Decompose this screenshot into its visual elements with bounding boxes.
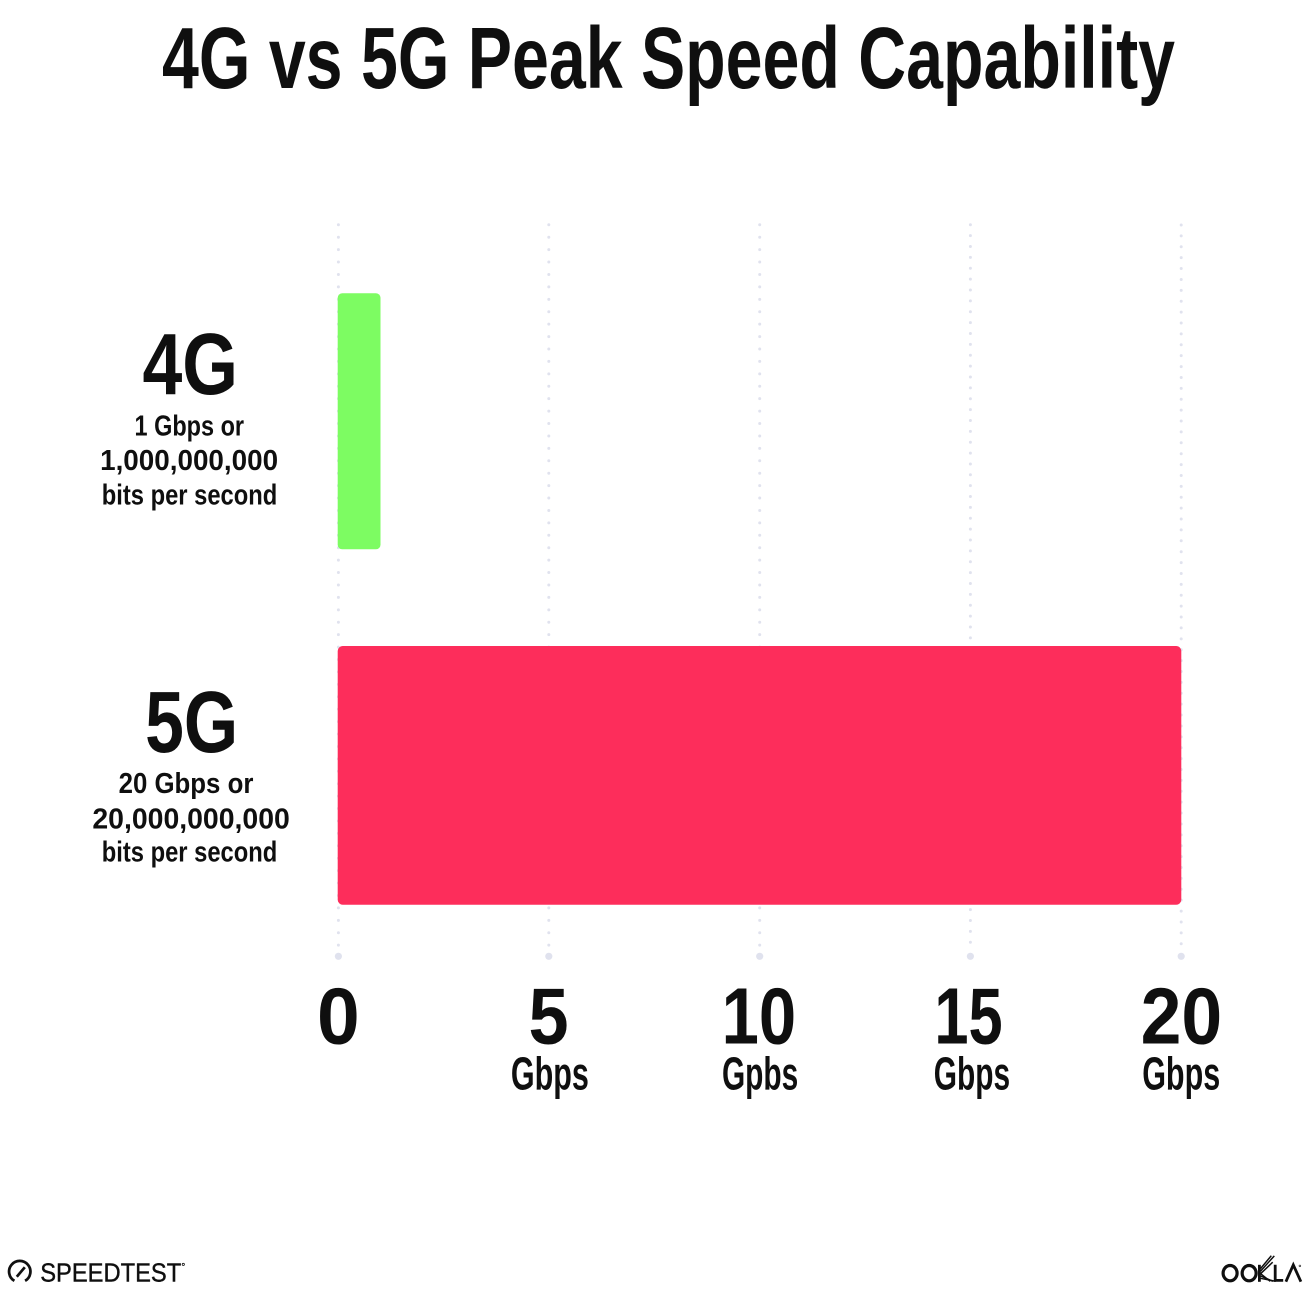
- svg-text:SPEEDTEST: SPEEDTEST: [40, 1257, 181, 1287]
- svg-text:4G vs 5G Peak Speed Capability: 4G vs 5G Peak Speed Capability: [162, 10, 1175, 107]
- svg-text:Gbps: Gbps: [934, 1048, 1010, 1100]
- svg-text:1,000,000,000: 1,000,000,000: [100, 445, 278, 477]
- svg-text:20 Gbps or: 20 Gbps or: [119, 768, 254, 800]
- svg-text:1 Gbps or: 1 Gbps or: [135, 410, 245, 442]
- svg-text:bits per second: bits per second: [102, 836, 278, 868]
- svg-text:15: 15: [934, 971, 1002, 1060]
- svg-text:5G: 5G: [145, 674, 238, 771]
- svg-text:bits per second: bits per second: [102, 480, 278, 512]
- svg-text:20: 20: [1141, 971, 1223, 1060]
- svg-text:4G: 4G: [142, 316, 238, 413]
- svg-text:Gbps: Gbps: [511, 1048, 589, 1100]
- svg-text:10: 10: [722, 971, 797, 1060]
- svg-text:Gpbs: Gpbs: [722, 1048, 798, 1100]
- svg-text:5: 5: [528, 971, 568, 1060]
- svg-text:Gbps: Gbps: [1142, 1048, 1220, 1100]
- svg-text:0: 0: [317, 971, 360, 1060]
- svg-text:20,000,000,000: 20,000,000,000: [92, 804, 290, 836]
